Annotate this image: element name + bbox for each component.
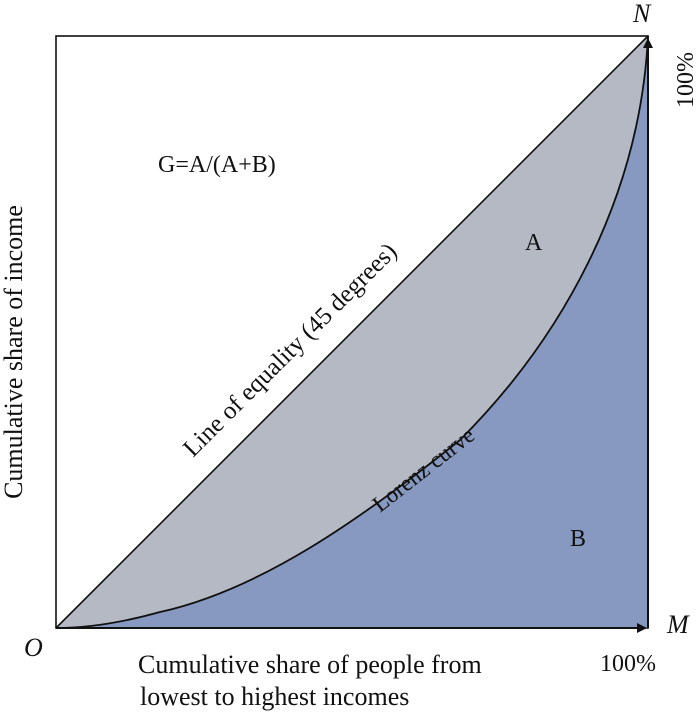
y-axis-title: Cumulative share of income — [0, 205, 28, 499]
point-n-label: N — [632, 0, 652, 28]
point-m-label: M — [666, 610, 690, 639]
region-b — [56, 36, 648, 628]
y-max-label: 100% — [673, 52, 699, 108]
x-axis-title-line2: lowest to highest incomes — [140, 682, 409, 711]
lorenz-curve — [55, 35, 649, 629]
region-b-label: B — [570, 526, 586, 552]
origin-label: O — [24, 633, 43, 662]
line-of-equality — [55, 35, 649, 629]
gini-formula: G=A/(A+B) — [158, 152, 276, 178]
region-a-label: A — [525, 230, 543, 256]
x-max-label: 100% — [600, 651, 656, 677]
x-axis-title-line1: Cumulative share of people from — [138, 650, 482, 679]
